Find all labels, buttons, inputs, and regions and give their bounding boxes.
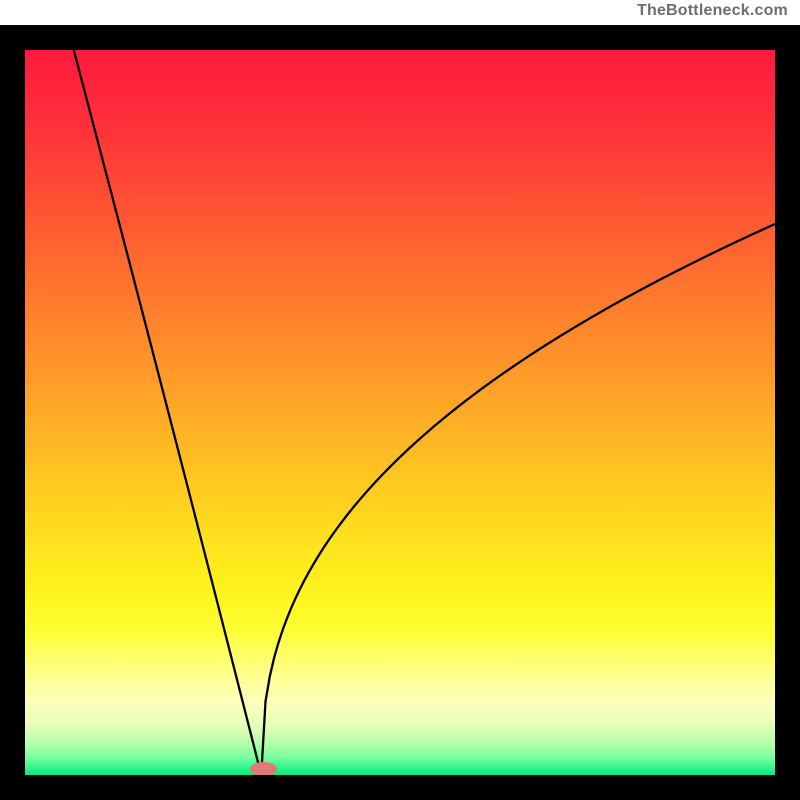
chart-container: TheBottleneck.com (0, 0, 800, 800)
bottleneck-curve-chart (0, 0, 800, 800)
watermark-text: TheBottleneck.com (637, 2, 788, 20)
optimum-marker (250, 762, 277, 777)
chart-background (25, 50, 775, 775)
